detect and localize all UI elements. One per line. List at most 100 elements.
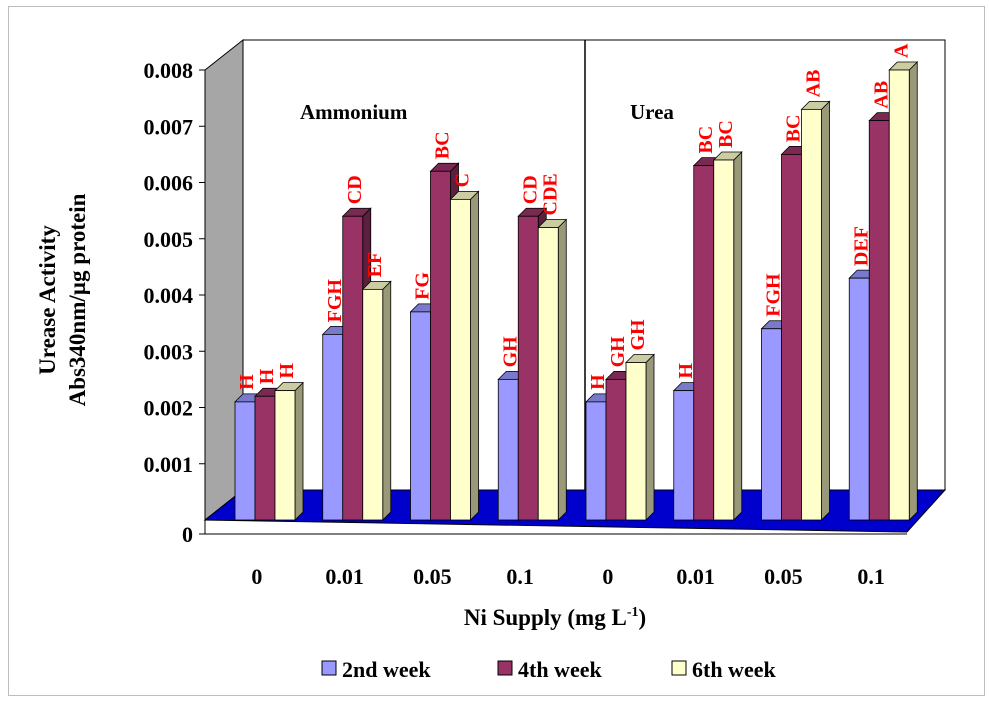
bar-label: BC (432, 131, 454, 159)
x-tick-label: 0 (251, 564, 262, 589)
bar-label: BC (695, 126, 717, 154)
bar-label: GH (627, 319, 649, 351)
x-tick-label: 0.01 (325, 564, 364, 589)
bar (625, 353, 655, 521)
y-axis-title-line1: Urease Activity (35, 225, 60, 375)
bar-label: FGH (324, 279, 346, 323)
bar-label: CDE (539, 173, 561, 215)
bar-front (322, 333, 344, 521)
legend-label: 2nd week (342, 657, 431, 682)
y-tick-label: 0.006 (144, 171, 194, 196)
bar-front (517, 215, 539, 521)
x-tick-label: 0.1 (506, 564, 534, 589)
bar-label: H (276, 363, 298, 379)
bar-label: GH (607, 336, 629, 368)
x-tick-label: 0.05 (764, 564, 803, 589)
bar-label: BC (783, 115, 805, 143)
bar-label: AB (870, 81, 892, 109)
bar (361, 280, 392, 521)
x-tick-label: 0.05 (413, 564, 452, 589)
y-tick-label: 0 (182, 522, 193, 547)
bar-front (410, 311, 431, 521)
x-tick-label: 0.1 (857, 564, 885, 589)
bar-side (821, 100, 830, 521)
bar-label: CD (519, 175, 541, 204)
bar-side (733, 151, 743, 521)
bar-front (693, 165, 715, 521)
y-tick-label: 0.004 (144, 283, 194, 308)
bar (888, 61, 919, 521)
bar-label: C (452, 173, 474, 187)
bar-front (625, 362, 647, 521)
bar-side (382, 280, 392, 521)
bar-front (673, 390, 695, 521)
bar-front (868, 120, 890, 521)
x-axis-ticks: 0 0.01 0.05 0.1 0 0.01 0.05 0.1 (205, 533, 907, 589)
legend-item: 2nd week (321, 657, 431, 682)
y-tick-label: 0.003 (144, 339, 194, 364)
bar-label: CD (344, 175, 366, 204)
bar-front (848, 277, 870, 521)
bar-label: BC (715, 120, 737, 148)
legend: 2nd week 4th week 6th week (321, 657, 776, 682)
y-tick-label: 0.007 (144, 114, 194, 139)
y-tick-label: 0.005 (144, 227, 194, 252)
y-axis-title: Urease Activity Abs340nm/µg protein (35, 193, 90, 406)
bar-label: H (675, 363, 697, 379)
bar-front (781, 153, 802, 521)
bar-label: EF (364, 252, 386, 278)
bar-label: H (587, 374, 609, 390)
x-axis-title-main: Ni Supply (mg L (464, 605, 627, 630)
legend-label: 4th week (518, 657, 602, 682)
y-axis-ticks: 0 0.001 0.002 0.003 0.004 0.005 0.006 0.007 0.00… (144, 58, 206, 547)
bar-front (497, 378, 519, 521)
bar-label: H (256, 368, 278, 384)
legend-label: 6th week (692, 657, 776, 682)
bar-front (585, 401, 607, 521)
y-tick-label: 0.002 (144, 396, 194, 421)
bar (274, 381, 304, 521)
bar-label: FGH (763, 273, 785, 317)
bar-front (801, 108, 822, 521)
bar-side (645, 353, 655, 521)
bar (449, 190, 480, 521)
bar-label: AB (803, 70, 825, 98)
bar-front (605, 378, 627, 521)
y-tick-label: 0.008 (144, 58, 194, 83)
bar-label: H (236, 374, 258, 390)
bar-front (362, 288, 384, 521)
bar (537, 218, 568, 521)
bar-front (888, 69, 910, 521)
bar-front (761, 328, 782, 521)
bar-side (470, 190, 479, 521)
bar (800, 100, 831, 521)
x-tick-label: 0.01 (676, 564, 715, 589)
y-tick-label: 0.001 (144, 452, 194, 477)
bar-front (274, 390, 296, 521)
x-axis-title: Ni Supply (mg L-1) (464, 605, 646, 630)
bar-front (430, 170, 451, 521)
bar-front (254, 395, 276, 521)
bar-label: A (890, 43, 912, 58)
x-axis-title-end: ) (638, 605, 646, 630)
chart-bars (234, 61, 919, 521)
bar (712, 151, 743, 521)
bar-label: DEF (850, 226, 872, 266)
legend-item: 4th week (497, 657, 602, 682)
chart-frame (8, 6, 985, 696)
bar-side (294, 381, 304, 521)
legend-swatch (497, 660, 513, 676)
x-axis-title-sup: -1 (627, 605, 639, 620)
bar-front (537, 227, 559, 521)
bar-side (557, 218, 567, 521)
bar-label: GH (499, 336, 521, 368)
legend-swatch (671, 660, 687, 676)
bar-label: FG (412, 272, 434, 300)
bar-side (908, 61, 918, 521)
legend-swatch (321, 660, 337, 676)
group-label-urea: Urea (630, 100, 674, 124)
y-axis-title-line2: Abs340nm/µg protein (65, 193, 90, 406)
bar-front (342, 215, 364, 521)
